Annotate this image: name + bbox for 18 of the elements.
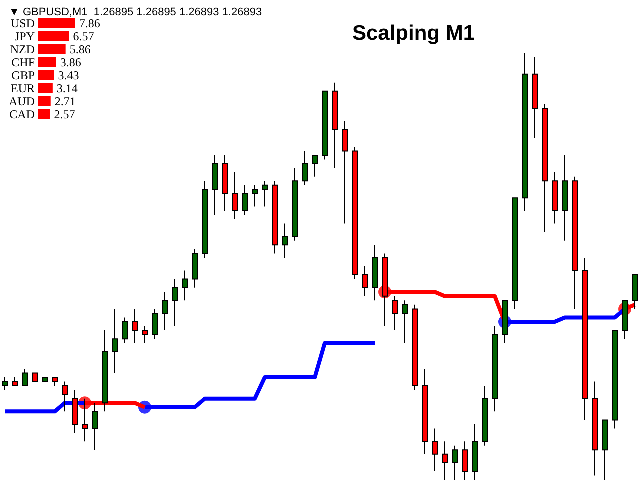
y-tick-label: USD bbox=[10, 16, 36, 30]
data-label: 3.43 bbox=[58, 68, 80, 82]
data-label: 2.57 bbox=[54, 108, 76, 122]
data-label: 3.14 bbox=[56, 82, 78, 96]
y-tick-label: CHF bbox=[12, 56, 36, 70]
data-label: 5.86 bbox=[70, 42, 91, 56]
y-tick-label: EUR bbox=[11, 82, 35, 96]
chart-title: Scalping M1 bbox=[352, 22, 476, 45]
data-label: 3.86 bbox=[60, 56, 82, 70]
data-label: 7.86 bbox=[79, 16, 100, 30]
y-tick-label: GBP bbox=[12, 68, 36, 82]
chart-subtitle: ▼ GBPUSD,M1 1.26895 1.26895 1.26893 1.26893 bbox=[9, 6, 262, 18]
y-tick-label: NZD bbox=[10, 42, 36, 56]
data-label: 2.71 bbox=[54, 94, 76, 108]
y-tick-label: JPY bbox=[14, 30, 36, 44]
y-tick-label: CAD bbox=[10, 108, 36, 122]
data-label: 6.57 bbox=[73, 30, 94, 44]
y-tick-label: AUD bbox=[9, 94, 36, 108]
